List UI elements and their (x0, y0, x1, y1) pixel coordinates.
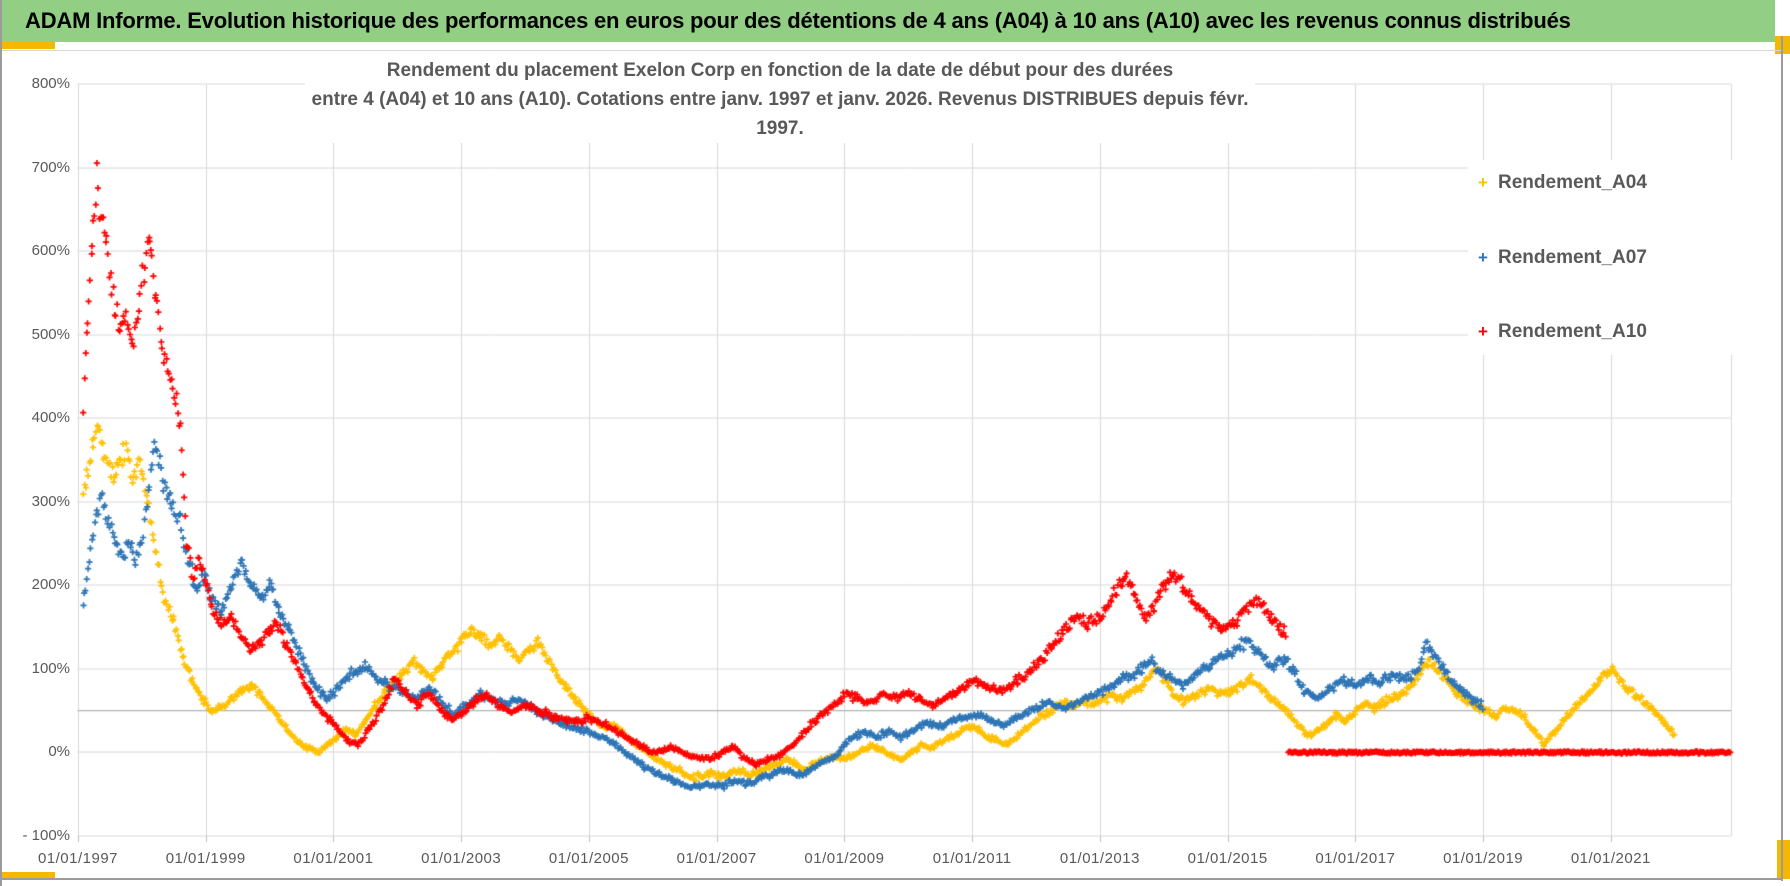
x-axis-tick-label: 01/01/2005 (548, 850, 629, 867)
y-axis-tick-label: 200% (31, 576, 70, 594)
y-axis-tick-label: 0% (48, 743, 70, 761)
x-axis-tick-label: 01/01/2003 (421, 850, 502, 867)
y-axis-tick-label: 800% (31, 75, 70, 93)
x-axis-tick-label: 01/01/1997 (37, 850, 119, 867)
legend-plus-marker-icon: + (1478, 322, 1488, 341)
y-axis-tick-label: 500% (31, 325, 70, 343)
legend-label: Rendement_A07 (1498, 246, 1647, 268)
y-axis-tick-label: 400% (31, 409, 70, 427)
x-axis-tick-label: 01/01/2017 (1315, 850, 1396, 867)
x-axis-tick-label: 01/01/2013 (1059, 850, 1140, 867)
x-axis-tick-label: 01/01/2019 (1443, 850, 1524, 867)
legend-entry-rendement_a07[interactable]: + Rendement_A07 (1468, 243, 1748, 273)
y-axis-tick-label: 300% (31, 492, 70, 510)
chart-legend[interactable]: + Rendement_A04 + Rendement_A07 + Rendement_A… (1468, 160, 1748, 355)
y-axis-tick-label: 100% (31, 659, 70, 677)
legend-plus-marker-icon: + (1478, 247, 1488, 267)
y-axis-tick-label: 600% (31, 242, 70, 260)
x-axis-tick-label: 01/01/2015 (1187, 850, 1268, 867)
legend-label: Rendement_A04 (1498, 172, 1647, 193)
legend-plus-marker-icon: + (1478, 173, 1488, 192)
x-axis-tick-label: 01/01/2011 (932, 850, 1012, 867)
chart-title: Rendement du placement Exelon Corp en fo… (305, 56, 1255, 143)
chart-title-line2: entre 4 (A04) et 10 ans (A10). Cotations… (311, 89, 1249, 139)
chart-title-line1: Rendement du placement Exelon Corp en fo… (386, 60, 1174, 81)
x-axis-tick-label: 01/01/2007 (676, 850, 757, 867)
y-axis-tick-label: 700% (31, 158, 70, 176)
x-axis-tick-label: 01/01/2001 (293, 850, 374, 867)
legend-entry-rendement_a10[interactable]: + Rendement_A10 (1468, 317, 1748, 347)
y-axis-tick-label: - 100% (22, 827, 70, 844)
x-axis-tick-label: 01/01/1999 (165, 850, 246, 867)
x-axis-tick-label: 01/01/2009 (804, 850, 885, 867)
legend-label: Rendement_A10 (1498, 321, 1647, 342)
x-axis-tick-label: 01/01/2021 (1570, 850, 1651, 867)
legend-entry-rendement_a04[interactable]: + Rendement_A04 (1468, 168, 1748, 198)
